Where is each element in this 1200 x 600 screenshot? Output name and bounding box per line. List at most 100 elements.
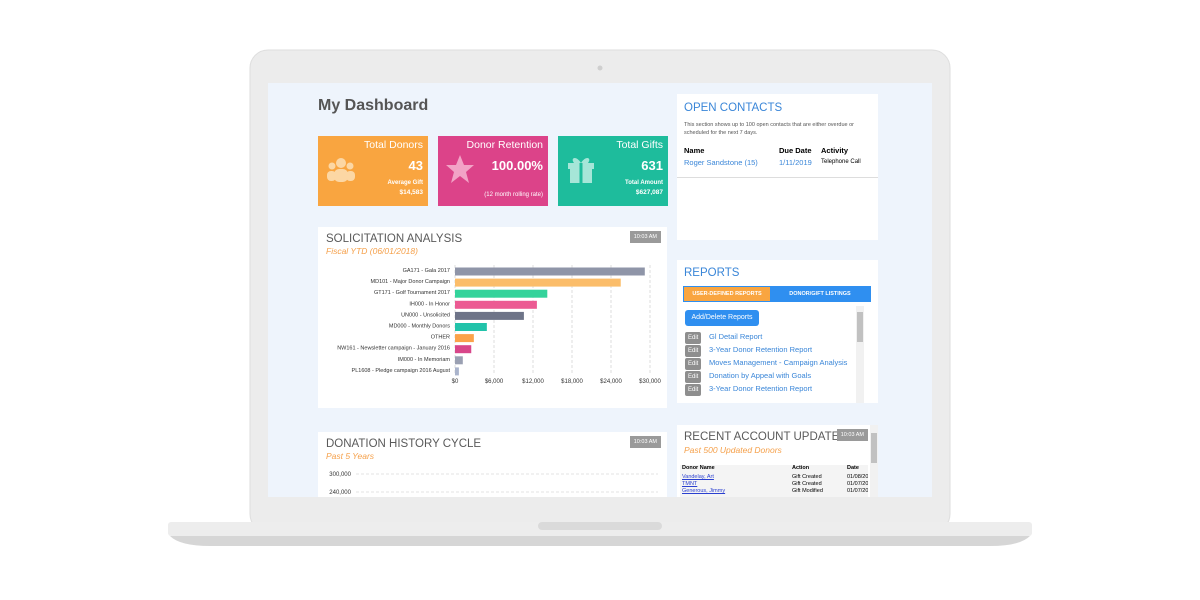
col-header: Donor Name bbox=[682, 465, 715, 471]
contact-activity: Telephone Call bbox=[821, 159, 861, 165]
col-header: Action bbox=[792, 465, 810, 471]
icon-star bbox=[446, 155, 474, 183]
divider bbox=[677, 177, 878, 178]
bar bbox=[455, 334, 474, 343]
card-retention[interactable]: Donor Retention 100.00% (12 month rollin… bbox=[438, 136, 548, 206]
x-tick-label: $0 bbox=[452, 379, 459, 385]
report-link[interactable]: 3-Year Donor Retention Report bbox=[709, 345, 813, 354]
x-tick-label: $24,000 bbox=[600, 379, 622, 385]
edit-button[interactable]: Edit bbox=[685, 345, 702, 357]
report-link[interactable]: Donation by Appeal with Goals bbox=[709, 371, 812, 380]
cell[interactable]: Generous, Jimmy bbox=[682, 488, 726, 494]
time-badge: 10:03 AM bbox=[629, 436, 661, 448]
category-label: MD000 - Monthly Donors bbox=[389, 324, 450, 330]
cell: 01/07/20 bbox=[847, 488, 868, 494]
dashboard-title: My Dashboard bbox=[318, 97, 429, 114]
panel-title: RECENT ACCOUNT UPDATES bbox=[684, 431, 847, 443]
panel-title: REPORTS bbox=[684, 267, 740, 279]
card-value: 631 bbox=[641, 158, 663, 173]
edit-button[interactable]: Edit bbox=[685, 358, 702, 370]
col-header: Date bbox=[847, 465, 859, 471]
scrollbar[interactable] bbox=[856, 306, 864, 403]
cell: 01/08/20 bbox=[847, 474, 868, 480]
panel-title: SOLICITATION ANALYSIS bbox=[326, 233, 463, 245]
cell: 01/07/20 bbox=[847, 481, 868, 487]
edit-button[interactable]: Edit bbox=[685, 332, 702, 344]
card-sublabel: Total Amount bbox=[625, 180, 663, 186]
category-label: GA171 - Gala 2017 bbox=[403, 268, 450, 274]
card-subvalue: $627,087 bbox=[635, 189, 663, 196]
category-label: UN000 - Unsolicited bbox=[401, 312, 450, 318]
donation-history-panel: DONATION HISTORY CYCLE Past 5 Years 10:0… bbox=[318, 432, 667, 497]
report-row: Edit Moves Management - Campaign Analysis bbox=[685, 358, 855, 370]
edit-button[interactable]: Edit bbox=[685, 384, 702, 396]
time-badge: 10:03 AM bbox=[836, 429, 868, 441]
recent-updates-panel: RECENT ACCOUNT UPDATES Past 500 Updated … bbox=[677, 425, 878, 497]
bar bbox=[455, 323, 487, 331]
report-row: Edit Gl Detail Report bbox=[685, 332, 855, 344]
col-header: Name bbox=[684, 146, 705, 155]
card-subvalue: $14,583 bbox=[399, 189, 424, 196]
report-row: Edit 3-Year Donor Retention Report bbox=[685, 345, 855, 357]
contact-name[interactable]: Roger Sandstone (15) bbox=[684, 158, 758, 167]
tab-active[interactable]: USER-DEFINED REPORTS bbox=[684, 287, 770, 301]
bar bbox=[455, 289, 548, 298]
bar-chart: $0 $6,000 $12,000 $18,000 $24,000 $30,000 GA17… bbox=[337, 265, 662, 385]
card-title: Donor Retention bbox=[466, 139, 543, 151]
col-header: Due Date bbox=[779, 146, 812, 155]
category-label: IH000 - In Honor bbox=[409, 301, 450, 307]
x-tick-label: $12,000 bbox=[522, 379, 544, 385]
cell: Gift Created bbox=[792, 474, 822, 480]
category-label: GT171 - Golf Tournament 2017 bbox=[374, 290, 450, 296]
panel-subtitle: Past 500 Updated Donors bbox=[684, 445, 782, 455]
bar bbox=[455, 311, 524, 320]
scrollbar[interactable] bbox=[870, 425, 878, 497]
col-header: Activity bbox=[821, 146, 849, 155]
updates-table: Donor Name Action Date Vandelay, Art Gift Cr… bbox=[680, 465, 868, 497]
cell[interactable]: TMNT bbox=[682, 481, 698, 487]
report-link[interactable]: Gl Detail Report bbox=[709, 332, 763, 341]
bar bbox=[455, 356, 463, 365]
card-value: 43 bbox=[408, 158, 423, 173]
panel-note: This section shows up to 100 open contac… bbox=[684, 122, 854, 136]
x-tick-label: $18,000 bbox=[561, 379, 583, 385]
report-list: Edit Gl Detail Report Edit 3-Year Donor Ret… bbox=[685, 332, 855, 403]
reports-panel: REPORTS USER-DEFINED REPORTS DONOR/GIFT … bbox=[677, 260, 878, 403]
edit-button[interactable]: Edit bbox=[685, 371, 702, 383]
panel-title: OPEN CONTACTS bbox=[684, 102, 783, 114]
category-label: NW161 - Newsletter campaign - January 20… bbox=[337, 346, 450, 352]
tab[interactable]: DONOR/GIFT LISTINGS bbox=[789, 291, 851, 297]
icon-people bbox=[327, 158, 355, 182]
bar bbox=[455, 267, 645, 276]
y-tick-label: 240,000 bbox=[329, 490, 351, 496]
card-donors[interactable]: Total Donors 43 Average Gift $14,583 bbox=[318, 136, 428, 206]
report-link[interactable]: 3-Year Donor Retention Report bbox=[709, 384, 813, 393]
card-gifts[interactable]: Total Gifts 631 Total Amount $627,087 bbox=[558, 136, 668, 206]
bar bbox=[455, 345, 472, 354]
panel-title: DONATION HISTORY CYCLE bbox=[326, 438, 482, 450]
report-row: Edit Donation by Appeal with Goals bbox=[685, 371, 855, 383]
category-label: MD101 - Major Donor Campaign bbox=[371, 279, 450, 285]
card-title: Total Gifts bbox=[616, 139, 663, 151]
contact-date: 1/11/2019 bbox=[779, 158, 812, 167]
add-delete-button[interactable]: Add/Delete Reports bbox=[685, 310, 759, 326]
y-tick-label: 300,000 bbox=[329, 472, 351, 478]
cell: Gift Created bbox=[792, 481, 822, 487]
x-tick-label: $6,000 bbox=[485, 379, 504, 385]
card-value: 100.00% bbox=[491, 158, 543, 173]
report-row: Edit 3-Year Donor Retention Report bbox=[685, 384, 855, 396]
open-contacts-panel: OPEN CONTACTS This section shows up to 1… bbox=[677, 94, 878, 240]
category-label: PL1608 - Pledge campaign 2016 August bbox=[352, 368, 451, 374]
history-chart: 300,000 240,000 bbox=[329, 472, 658, 496]
cell[interactable]: Vandelay, Art bbox=[682, 474, 714, 480]
solicitation-panel: SOLICITATION ANALYSIS Fiscal YTD (06/01/… bbox=[318, 227, 667, 408]
x-tick-label: $30,000 bbox=[639, 379, 661, 385]
report-link[interactable]: Moves Management - Campaign Analysis bbox=[709, 358, 848, 367]
category-label: IM000 - In Memoriam bbox=[398, 357, 451, 363]
bar bbox=[455, 278, 621, 287]
card-sublabel: Average Gift bbox=[387, 180, 423, 186]
time-badge: 10:03 AM bbox=[629, 231, 661, 243]
bar bbox=[455, 367, 459, 376]
bar bbox=[455, 300, 537, 309]
